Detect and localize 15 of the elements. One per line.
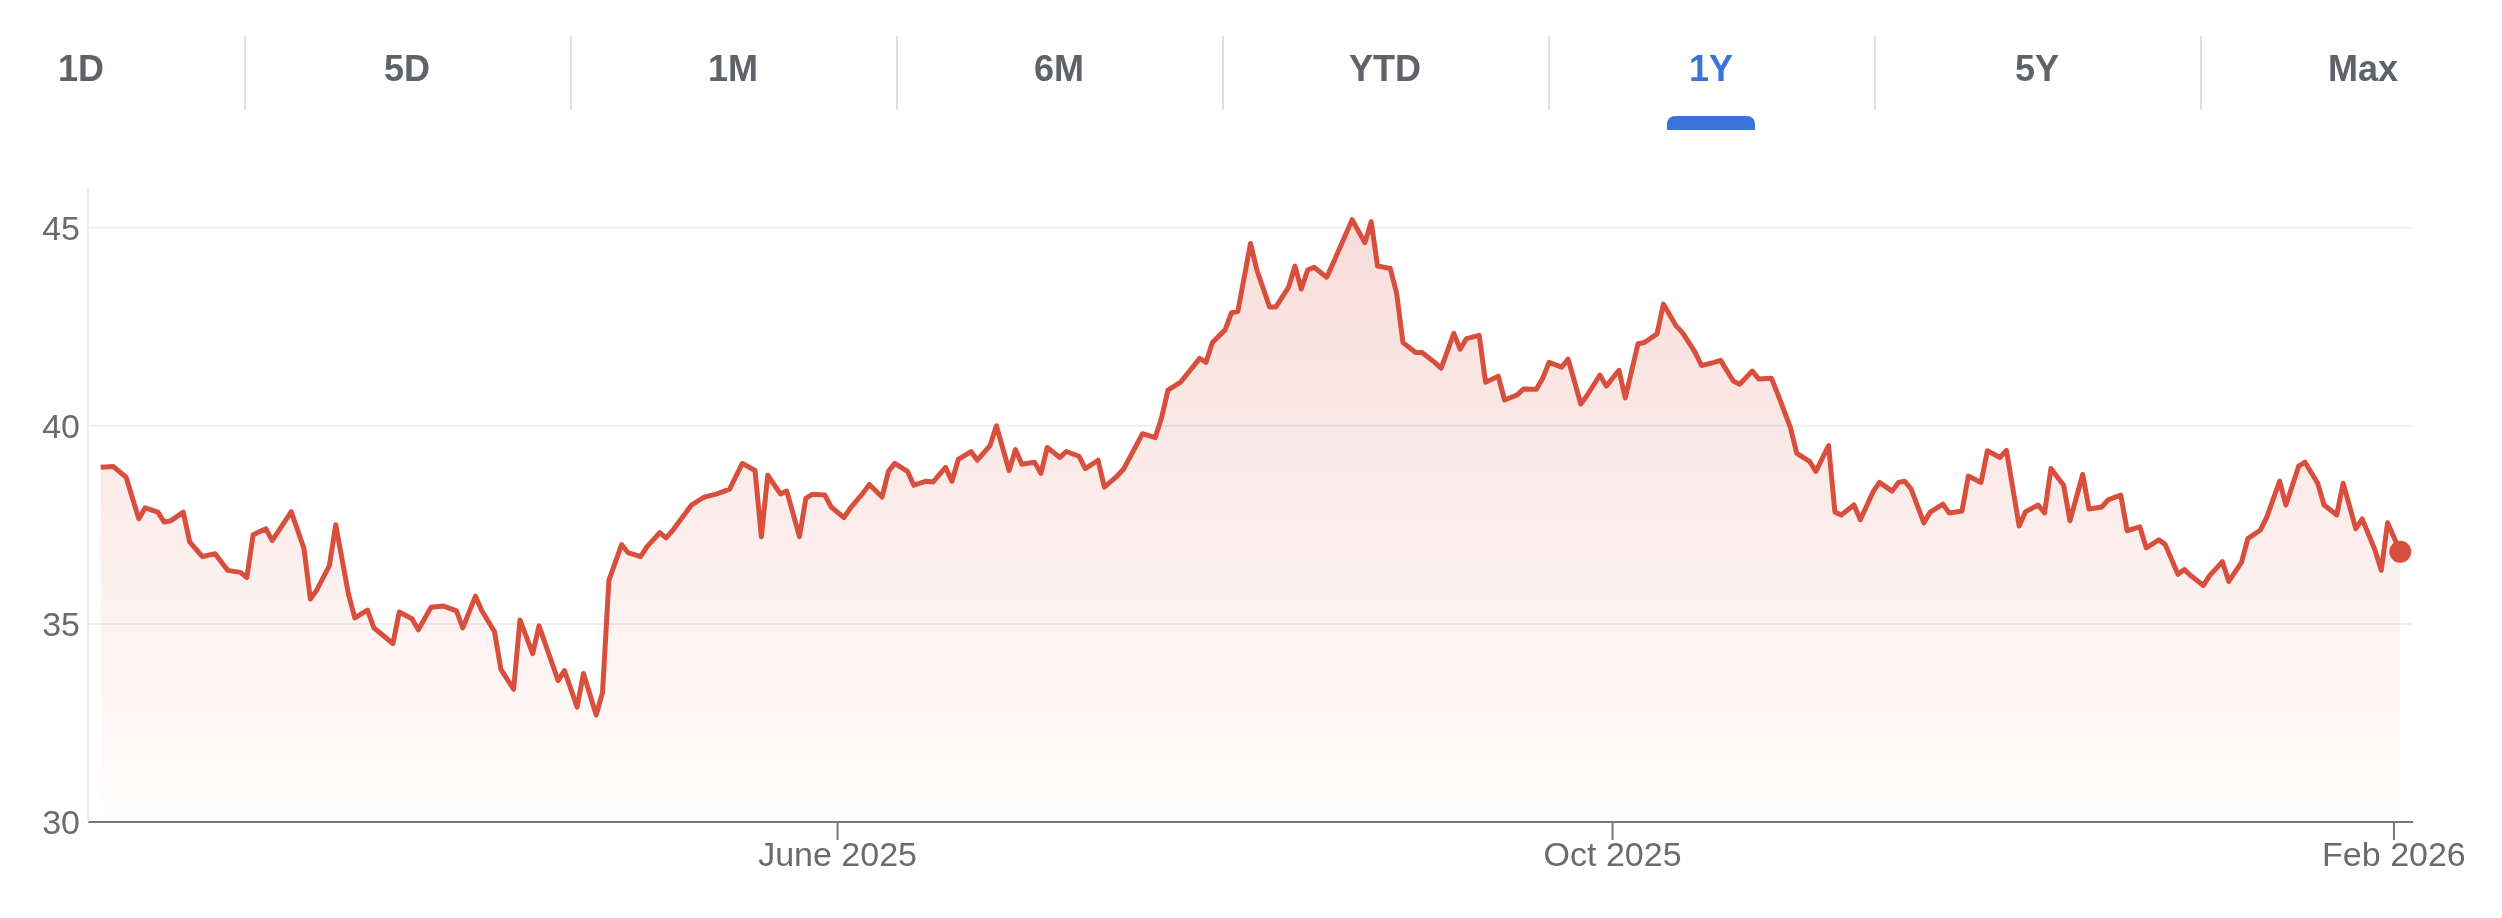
text: YTD [1348, 48, 1422, 90]
x-tick-label: Oct 2025 [1543, 835, 1682, 874]
y-tick-label: 30 [42, 803, 80, 842]
text: 5D [383, 48, 431, 90]
text: 1Y [1687, 48, 1734, 90]
text: Max [2327, 48, 2399, 90]
y-tick-label: 40 [42, 406, 80, 445]
text: 6M [1033, 48, 1085, 90]
y-tick-label: 35 [42, 604, 80, 643]
x-tick-label: June 2025 [758, 835, 917, 874]
x-tick-label: Feb 2026 [2322, 835, 2466, 874]
y-tick-label: 45 [42, 208, 80, 247]
text: 5Y [2013, 48, 2060, 90]
text: 1D [57, 48, 105, 90]
text: 1M [707, 48, 759, 90]
